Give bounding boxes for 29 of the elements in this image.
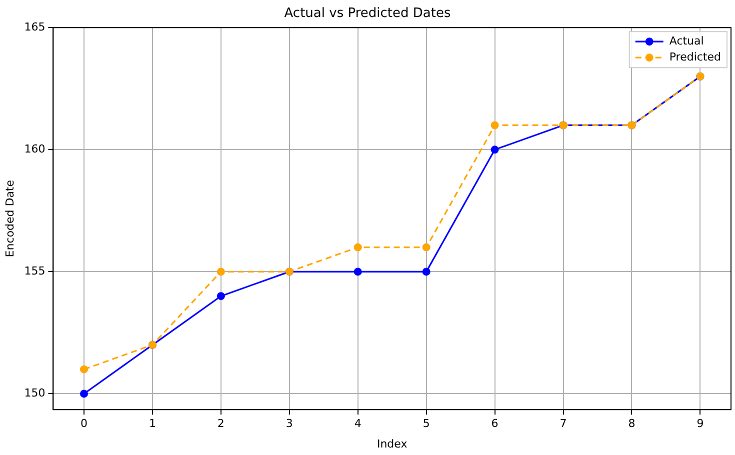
point xyxy=(216,268,225,276)
y-tick-label: 160 xyxy=(24,142,46,156)
x-tick-label: 4 xyxy=(354,417,362,430)
point xyxy=(354,268,362,276)
x-tick-label: 9 xyxy=(696,417,704,430)
point xyxy=(80,390,88,398)
x-tick-label: 6 xyxy=(491,417,498,430)
point xyxy=(422,268,430,276)
x-tick-label: 8 xyxy=(628,417,636,430)
x-tick-label: 1 xyxy=(148,417,156,430)
x-axis-title: Index xyxy=(376,437,408,450)
x-tick-label: 0 xyxy=(80,417,88,430)
y-tick-label: 165 xyxy=(24,20,46,34)
y-axis-title: Encoded Date xyxy=(3,180,16,258)
x-tick-label: 7 xyxy=(560,417,567,430)
x-tick-label: 2 xyxy=(217,417,224,430)
x-tick-label: 3 xyxy=(286,417,293,430)
point xyxy=(422,243,430,252)
point xyxy=(80,365,88,374)
chart-title: Actual vs Predicted Dates xyxy=(284,6,451,22)
point xyxy=(216,292,225,300)
x-tick-label: 5 xyxy=(422,417,430,430)
legend-label: Predicted xyxy=(669,50,722,64)
y-tick-label: 155 xyxy=(24,264,46,278)
point xyxy=(490,121,499,130)
legend-label: Actual xyxy=(669,34,704,48)
y-tick-label: 150 xyxy=(24,386,46,400)
point xyxy=(354,243,362,252)
point xyxy=(490,146,499,154)
